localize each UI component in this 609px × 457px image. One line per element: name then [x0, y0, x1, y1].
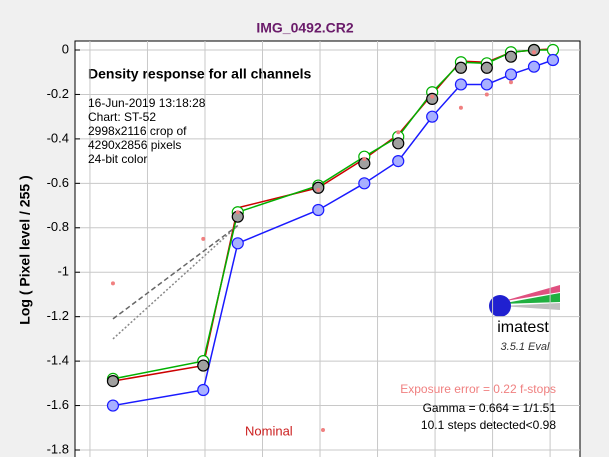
point	[504, 50, 518, 63]
point	[201, 236, 206, 241]
point	[197, 383, 210, 397]
info-line: 2998x2116 crop of	[88, 124, 187, 138]
plot-area	[74, 40, 581, 457]
point	[392, 137, 405, 150]
point	[392, 155, 405, 168]
point	[504, 68, 518, 81]
y-axis-label: Log ( Pixel level / 255 )	[17, 175, 33, 324]
y-tick-label: -0.2	[47, 86, 69, 101]
y-tick-label: -1.6	[47, 397, 69, 412]
point	[197, 359, 210, 372]
legend-marker	[321, 428, 325, 432]
point	[531, 50, 536, 55]
y-tick-label: -0.8	[47, 219, 69, 234]
logo-fan	[500, 285, 560, 302]
point	[362, 156, 367, 161]
point	[426, 92, 439, 105]
point	[358, 177, 371, 190]
series-line	[112, 225, 239, 340]
y-tick-label: -0.6	[47, 175, 69, 190]
point	[546, 53, 560, 67]
point	[508, 80, 513, 85]
info-line: 16-Jun-2019 13:18:28	[88, 96, 206, 110]
point	[527, 43, 541, 57]
y-tick-label: -1	[57, 264, 69, 279]
point	[454, 61, 468, 74]
point	[312, 203, 325, 217]
point	[480, 78, 493, 91]
logo: imatest 3.5.1 Eval	[489, 285, 560, 353]
logo-fan	[500, 303, 560, 310]
point	[316, 188, 321, 192]
point	[231, 237, 244, 250]
annotation: Gamma = 0.664 = 1/1.51	[423, 401, 557, 415]
chart-title: Density response for all channels	[88, 66, 312, 82]
logo-fan	[500, 293, 560, 304]
point	[430, 94, 435, 99]
point	[480, 61, 493, 74]
y-tick-label: -1.8	[47, 441, 69, 456]
point	[106, 375, 120, 388]
info-line: Chart: ST-52	[88, 110, 156, 124]
info-line: 4290x2856 pixels	[88, 138, 181, 152]
logo-version: 3.5.1 Eval	[501, 341, 550, 353]
point	[458, 105, 463, 110]
y-tick-label: -1.4	[47, 353, 69, 368]
point	[426, 110, 439, 123]
point	[106, 399, 120, 412]
point	[312, 181, 325, 194]
series-line	[112, 224, 239, 320]
annotation: Exposure error = 0.22 f-stops	[400, 382, 556, 396]
legend-label: Nominal	[245, 423, 293, 438]
y-tick-label: 0	[62, 41, 69, 56]
point	[527, 60, 541, 73]
point	[546, 43, 560, 57]
y-tick-label: -1.2	[47, 308, 69, 323]
point	[454, 78, 468, 91]
point	[396, 130, 401, 135]
annotation: 10.1 steps detected<0.98	[421, 418, 556, 432]
point	[235, 210, 240, 215]
y-tick-label: -0.4	[47, 130, 69, 145]
info-line: 24-bit color	[88, 152, 147, 166]
point	[484, 92, 489, 97]
point	[110, 281, 115, 286]
logo-text: imatest	[497, 319, 549, 336]
logo-sphere	[489, 295, 511, 317]
window-title: IMG_0492.CR2	[256, 20, 353, 36]
